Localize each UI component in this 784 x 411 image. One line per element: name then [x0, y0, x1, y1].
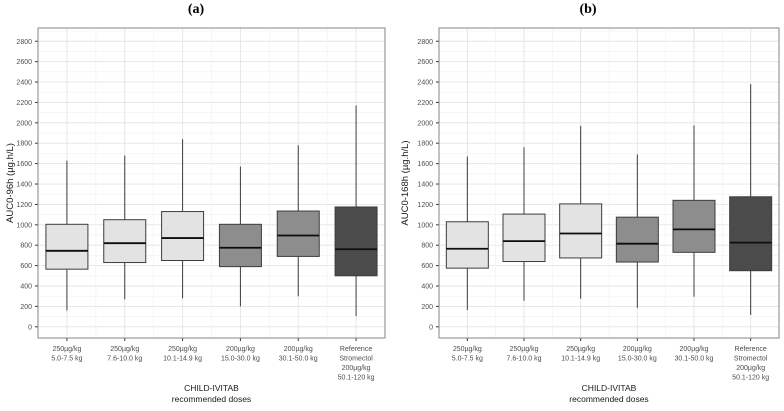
x-category-label: 10.1-14.9 kg	[163, 356, 202, 363]
box-rect	[45, 223, 89, 270]
panel-b-title: (b)	[579, 2, 597, 17]
x-category-label: 200µg/kg	[736, 365, 765, 372]
x-axis-title-a: CHILD-IVITAB recommended doses	[171, 383, 252, 404]
y-tick-label: 2000	[16, 120, 32, 127]
box-rect	[615, 216, 659, 263]
box-rect	[445, 221, 489, 269]
y-tick-label: 2600	[16, 59, 32, 66]
y-tick-label: 200	[421, 304, 433, 311]
x-category-label: 5.0-7.5 kg	[51, 356, 82, 363]
x-category-label: 250µg/kg	[110, 346, 139, 353]
box-rect	[672, 199, 716, 253]
y-tick-label: 2600	[417, 59, 433, 66]
y-tick-label: 600	[20, 263, 32, 270]
y-axis-title-a: AUC0-96h (µg.h/L)	[5, 143, 16, 223]
x-category-label: 10.1-14.9 kg	[561, 356, 600, 363]
box-rect	[103, 219, 147, 264]
x-category-label: 15.0-30.0 kg	[618, 356, 657, 363]
y-tick-label: 1200	[16, 202, 32, 209]
box-rect	[161, 211, 205, 261]
y-tick-label: 2200	[417, 100, 433, 107]
panel-a-title: (a)	[187, 2, 205, 17]
box-rect	[559, 203, 603, 259]
x-category-label: 200µg/kg	[623, 346, 652, 353]
y-tick-label: 2200	[16, 100, 32, 107]
x-category-label: 200µg/kg	[284, 346, 313, 353]
y-tick-label: 1000	[16, 222, 32, 229]
y-tick-label: 2400	[16, 80, 32, 87]
y-tick-label: 2800	[417, 39, 433, 46]
x-category-label: 200µg/kg	[342, 365, 371, 372]
box-rect	[334, 206, 378, 277]
y-tick-label: 1800	[417, 141, 433, 148]
y-tick-label: 0	[28, 324, 32, 331]
y-tick-label: 1400	[417, 182, 433, 189]
panel-border	[37, 27, 386, 339]
y-tick-label: 1400	[16, 182, 32, 189]
box-rect	[729, 196, 773, 272]
box-rect	[218, 223, 262, 268]
panel-border	[438, 27, 780, 339]
x-category-label: 200µg/kg	[680, 346, 709, 353]
box-rect	[502, 213, 546, 263]
x-category-label: 30.1-50.0 kg	[675, 356, 714, 363]
y-tick-label: 600	[421, 263, 433, 270]
y-tick-label: 400	[421, 283, 433, 290]
x-category-label: 250µg/kg	[566, 346, 595, 353]
x-category-label: 50.1-120 kg	[338, 375, 375, 382]
y-tick-label: 800	[421, 243, 433, 250]
y-tick-label: 1600	[16, 161, 32, 168]
y-tick-label: 200	[20, 304, 32, 311]
x-category-label: Stromectol	[734, 356, 768, 363]
y-tick-label: 400	[20, 283, 32, 290]
y-tick-label: 1600	[417, 161, 433, 168]
x-category-label: 250µg/kg	[52, 346, 81, 353]
y-tick-label: 1800	[16, 141, 32, 148]
box-rect	[276, 210, 320, 257]
x-category-label: 250µg/kg	[453, 346, 482, 353]
x-category-label: Reference	[735, 346, 767, 353]
x-axis-title-b: CHILD-IVITAB recommended doses	[569, 383, 649, 404]
x-category-label: 7.6-10.0 kg	[506, 356, 541, 363]
y-tick-label: 800	[20, 243, 32, 250]
x-category-label: 5.0-7.5 kg	[452, 356, 483, 363]
x-category-label: Reference	[340, 346, 372, 353]
x-category-label: 15.0-30.0 kg	[221, 356, 260, 363]
y-axis-title-b: AUC0-168h (µg.h/L)	[400, 140, 411, 226]
x-category-label: 250µg/kg	[168, 346, 197, 353]
x-category-label: 250µg/kg	[510, 346, 539, 353]
x-category-label: Stromectol	[339, 356, 373, 363]
x-category-label: 200µg/kg	[226, 346, 255, 353]
y-tick-label: 1200	[417, 202, 433, 209]
y-tick-label: 0	[429, 324, 433, 331]
y-tick-label: 1000	[417, 222, 433, 229]
y-tick-label: 2000	[417, 120, 433, 127]
x-category-label: 30.1-50.0 kg	[279, 356, 318, 363]
x-category-label: 7.6-10.0 kg	[107, 356, 142, 363]
x-category-label: 50.1-120 kg	[732, 375, 769, 382]
y-tick-label: 2800	[16, 39, 32, 46]
y-tick-label: 2400	[417, 80, 433, 87]
